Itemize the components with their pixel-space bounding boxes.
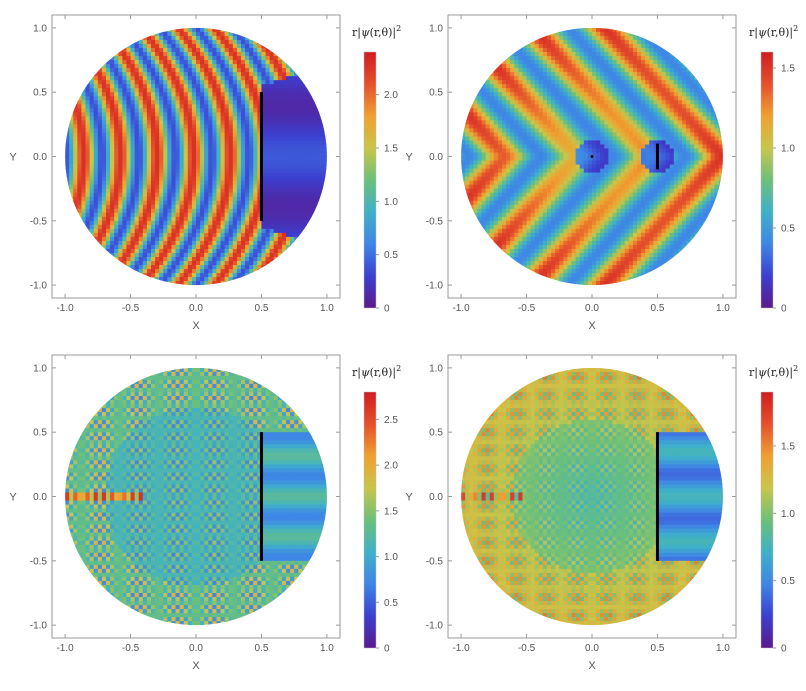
- colorbar-tick-label: 1.0: [384, 552, 398, 563]
- y-tick-label: -1.0: [30, 281, 48, 292]
- x-axis-title: X: [192, 660, 200, 672]
- x-tick-label: -1.0: [56, 303, 74, 314]
- y-tick-label: 0.5: [33, 428, 47, 439]
- x-tick-label: 0.5: [255, 303, 269, 314]
- y-axis-title: Y: [405, 492, 413, 504]
- x-axis-title: X: [588, 660, 596, 672]
- x-tick-label: 1.0: [320, 643, 334, 654]
- x-tick-label: 0.0: [585, 303, 599, 314]
- y-tick-label: -1.0: [426, 281, 444, 292]
- y-axis-title: Y: [405, 152, 413, 164]
- colorbar-tick-label: 1.5: [781, 441, 795, 452]
- colorbar: [363, 391, 377, 649]
- heatmap-bottom-right: [461, 367, 723, 626]
- x-tick-label: 0.0: [585, 643, 599, 654]
- x-tick-label: -0.5: [122, 303, 140, 314]
- y-tick-label: 0.5: [429, 88, 443, 99]
- x-tick-label: -0.5: [518, 303, 536, 314]
- y-tick-label: -0.5: [426, 216, 444, 227]
- colorbar-tick-label: 0: [781, 644, 787, 655]
- y-tick-label: -1.0: [30, 621, 48, 632]
- colorbar-title: r|ψ(r,θ)|2: [749, 24, 798, 40]
- y-tick-label: 0.5: [33, 88, 47, 99]
- y-tick-label: -0.5: [426, 556, 444, 567]
- x-tick-label: 1.0: [716, 303, 730, 314]
- y-tick-label: 0.5: [429, 428, 443, 439]
- colorbar-tick-label: 2.5: [384, 415, 398, 426]
- panel-bottom-right: -1.0 -0.5 0.0 0.5 1.0 1.0 0.5 0.0 -0.5 -1.0 X Y 0 0.5…: [405, 354, 798, 672]
- colorbar-tick-label: 0: [384, 304, 390, 315]
- colorbar-tick-label: 0.5: [781, 576, 795, 587]
- y-tick-label: 1.0: [33, 23, 47, 34]
- x-tick-label: 1.0: [716, 643, 730, 654]
- colorbar: [363, 51, 377, 309]
- y-tick-label: 1.0: [429, 363, 443, 374]
- colorbar-tick-label: 0: [781, 304, 787, 315]
- x-tick-label: 1.0: [320, 303, 334, 314]
- y-tick-label: -1.0: [426, 621, 444, 632]
- colorbar: [760, 51, 774, 309]
- heatmap-top-left: [65, 27, 327, 286]
- x-tick-label: -0.5: [122, 643, 140, 654]
- x-axis-title: X: [192, 320, 200, 332]
- x-tick-label: -1.0: [56, 643, 74, 654]
- x-tick-label: 0.0: [189, 303, 203, 314]
- panel-bottom-left: -1.0 -0.5 0.0 0.5 1.0 1.0 0.5 0.0 -0.5 -1.0 X Y 0 0.5…: [9, 354, 401, 672]
- colorbar-tick-label: 1.0: [781, 144, 795, 155]
- y-tick-label: 0.0: [33, 492, 47, 503]
- y-tick-label: -0.5: [30, 556, 48, 567]
- y-tick-label: 0.0: [429, 492, 443, 503]
- colorbar-tick-label: 2.0: [384, 461, 398, 472]
- x-tick-label: 0.5: [651, 643, 665, 654]
- colorbar-title: r|ψ(r,θ)|2: [749, 364, 798, 380]
- y-tick-label: -0.5: [30, 216, 48, 227]
- colorbar-tick-label: 1.5: [384, 506, 398, 517]
- colorbar: [760, 391, 774, 649]
- colorbar-tick-label: 1.0: [781, 509, 795, 520]
- panel-top-left: -1.0 -0.5 0.0 0.5 1.0 1.0 0.5 0.0 -0.5 -1.0 X Y 0 0.5…: [9, 14, 401, 332]
- colorbar-tick-label: 0.5: [384, 250, 398, 261]
- x-tick-label: -1.0: [452, 303, 470, 314]
- y-axis-title: Y: [9, 152, 17, 164]
- colorbar-tick-label: 1.0: [384, 197, 398, 208]
- x-tick-label: 0.5: [651, 303, 665, 314]
- y-axis-title: Y: [9, 492, 17, 504]
- colorbar-tick-label: 1.5: [781, 64, 795, 75]
- colorbar-tick-label: 0.5: [781, 224, 795, 235]
- y-tick-label: 1.0: [429, 23, 443, 34]
- colorbar-title: r|ψ(r,θ)|2: [352, 364, 401, 380]
- y-tick-label: 0.0: [33, 152, 47, 163]
- x-tick-label: -1.0: [452, 643, 470, 654]
- colorbar-tick-label: 2.0: [384, 90, 398, 101]
- y-tick-label: 0.0: [429, 152, 443, 163]
- heatmap-bottom-left: [65, 367, 327, 626]
- y-tick-label: 1.0: [33, 363, 47, 374]
- x-axis-title: X: [588, 320, 596, 332]
- x-tick-label: 0.0: [189, 643, 203, 654]
- center-marker: [590, 155, 594, 158]
- colorbar-tick-label: 1.5: [384, 144, 398, 155]
- panel-top-right: -1.0 -0.5 0.0 0.5 1.0 1.0 0.5 0.0 -0.5 -1.0 X Y 0 0.5…: [405, 14, 798, 332]
- colorbar-title: r|ψ(r,θ)|2: [352, 24, 401, 40]
- colorbar-tick-label: 0.5: [384, 598, 398, 609]
- colorbar-tick-label: 0: [384, 644, 390, 655]
- x-tick-label: 0.5: [255, 643, 269, 654]
- x-tick-label: -0.5: [518, 643, 536, 654]
